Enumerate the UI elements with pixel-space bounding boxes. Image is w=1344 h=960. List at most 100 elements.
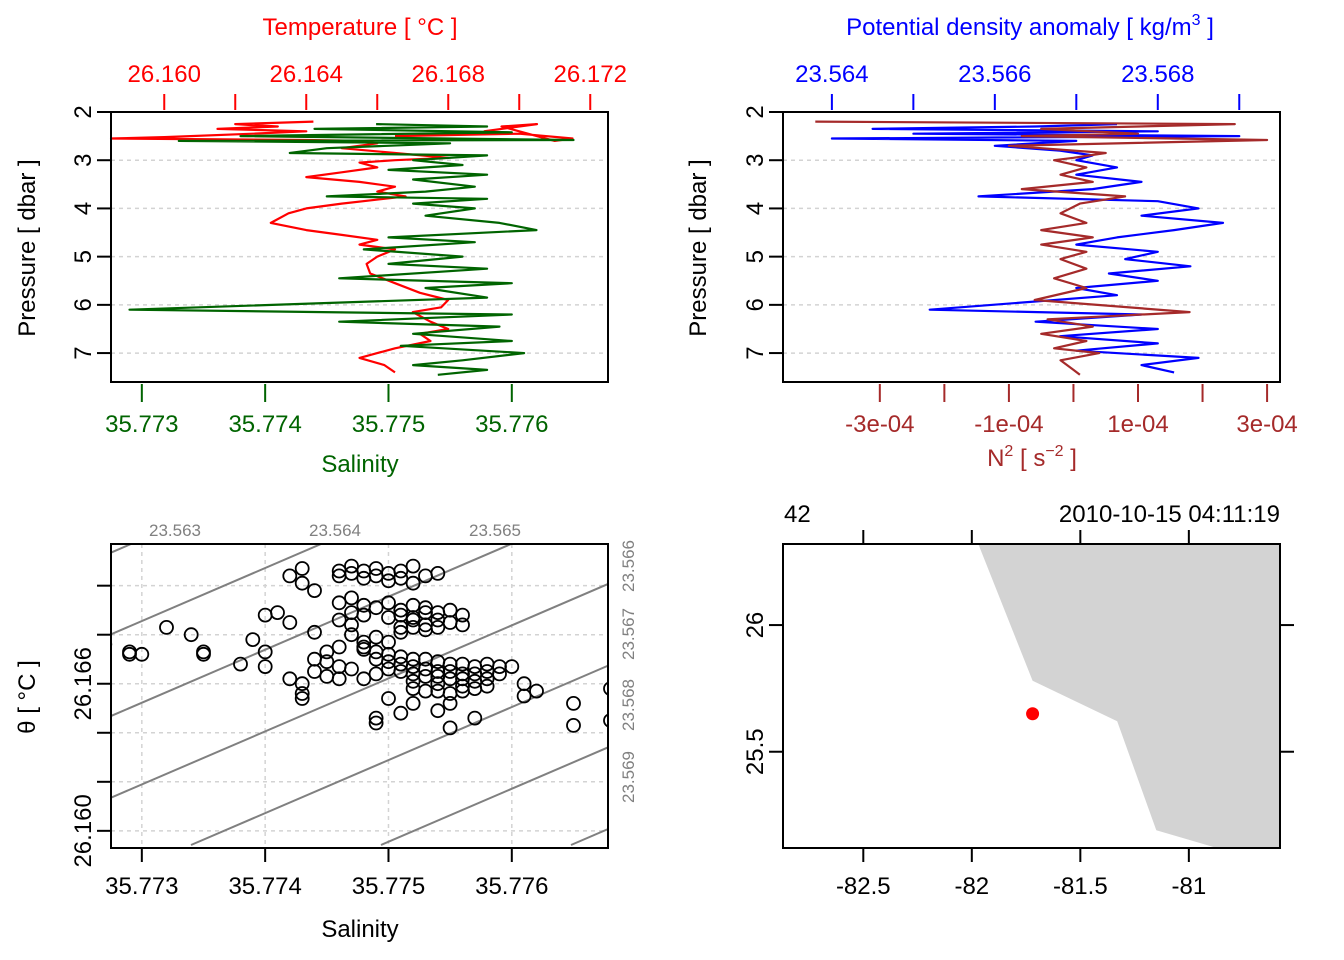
ts-data-point bbox=[368, 568, 384, 584]
n2-axis-title: N2 [ s−2 ] bbox=[987, 443, 1077, 472]
ts-data-point bbox=[307, 664, 322, 679]
ts-data-point bbox=[356, 634, 372, 650]
ts-data-point bbox=[467, 710, 483, 726]
ts-data-point bbox=[294, 561, 310, 576]
ts-data-point bbox=[430, 676, 446, 692]
density-axis-title-main: Potential density anomaly [ kg/m bbox=[846, 14, 1192, 41]
bottom-axis-tick-label: 35.773 bbox=[105, 411, 178, 438]
station-map-panel: 42 2010-10-15 04:11:19 -82.5 -82 -81.5 -81 2… bbox=[742, 501, 1294, 900]
ts-data-point bbox=[344, 566, 359, 581]
ts-data-point bbox=[381, 691, 396, 706]
density-n2-profile-panel: Potential density anomaly [ kg/m3 ] N2 [… bbox=[685, 12, 1298, 472]
bottom-axis-tick-label: 35.774 bbox=[228, 411, 301, 438]
land-polygon bbox=[978, 544, 1280, 848]
pressure-tick-label: 5 bbox=[742, 250, 769, 263]
pressure-tick-label: 7 bbox=[742, 346, 769, 359]
ts-data-point bbox=[368, 666, 384, 682]
ts-data-point bbox=[183, 627, 199, 643]
salinity-line bbox=[128, 123, 575, 376]
ts-data-point bbox=[368, 561, 384, 576]
ts-data-point bbox=[492, 666, 507, 682]
pressure-tick-label: 4 bbox=[742, 202, 769, 215]
top-axis-tick-label: 26.172 bbox=[554, 61, 627, 88]
density-axis-title-end: ] bbox=[1201, 14, 1214, 41]
ts-data-point bbox=[393, 602, 409, 618]
ts-data-point bbox=[479, 671, 495, 687]
ts-data-point bbox=[331, 612, 347, 628]
plot-frame bbox=[782, 543, 1281, 849]
pressure-tick-label: 4 bbox=[70, 202, 97, 215]
n2-axis-title-sup1: 2 bbox=[1004, 443, 1013, 460]
ts-data-point bbox=[442, 696, 458, 711]
ts-data-point bbox=[393, 705, 409, 721]
ts-data-point bbox=[294, 575, 310, 591]
ts-data-point bbox=[529, 683, 544, 699]
ts-data-point bbox=[282, 615, 298, 630]
pressure-tick-label: 3 bbox=[742, 154, 769, 167]
ts-data-point bbox=[405, 575, 421, 591]
latitude-tick-label: 26 bbox=[742, 612, 769, 639]
ts-data-point bbox=[566, 718, 581, 733]
ts-data-point bbox=[159, 620, 174, 635]
plot-frame bbox=[110, 543, 609, 849]
bottom-axis-tick-label: -1e-04 bbox=[974, 411, 1043, 438]
ts-data-point bbox=[405, 673, 421, 689]
ts-data-point bbox=[381, 595, 396, 611]
x-tick-label: 35.775 bbox=[352, 873, 425, 900]
n2-axis-title-sup2: −2 bbox=[1045, 443, 1063, 460]
ts-data-point bbox=[504, 659, 520, 674]
ts-data-point bbox=[307, 624, 322, 640]
n2-axis-title-mid: [ s bbox=[1013, 445, 1045, 472]
ts-data-point bbox=[603, 681, 608, 696]
ts-data-point bbox=[455, 607, 470, 623]
ts-data-point bbox=[603, 713, 608, 728]
y-tick-label: 26.160 bbox=[70, 794, 97, 867]
ts-data-point bbox=[479, 678, 495, 694]
temperature-salinity-profile-panel: Temperature [ °C ] Salinity Pressure [ d… bbox=[14, 14, 627, 478]
ts-data-point bbox=[196, 646, 211, 662]
ts-data-point bbox=[368, 710, 384, 726]
ts-data-point bbox=[356, 671, 372, 687]
pressure-tick-label: 2 bbox=[742, 105, 769, 118]
longitude-tick-label: -81 bbox=[1172, 873, 1207, 900]
isopycnal-right-label: 23.566 bbox=[619, 540, 638, 592]
ts-data-point bbox=[257, 644, 273, 660]
n2-line bbox=[815, 120, 1269, 376]
ts-data-point bbox=[294, 691, 310, 706]
pressure-axis-title: Pressure [ dbar ] bbox=[14, 159, 41, 336]
isopycnal-top-label: 23.564 bbox=[309, 521, 361, 540]
x-tick-label: 35.774 bbox=[228, 873, 301, 900]
plot-frame bbox=[782, 111, 1281, 383]
ts-yaxis-title: θ [ °C ] bbox=[14, 660, 41, 734]
pressure-tick-label: 6 bbox=[742, 298, 769, 311]
ts-diagram-panel: Salinity θ [ °C ] 35.773 35.774 35.775 35.7… bbox=[14, 521, 638, 943]
bottom-axis-tick-label: -3e-04 bbox=[845, 411, 914, 438]
pressure-axis-title: Pressure [ dbar ] bbox=[685, 159, 712, 336]
plot-frame bbox=[110, 111, 609, 383]
ts-data-point bbox=[233, 656, 248, 672]
x-tick-label: 35.773 bbox=[105, 873, 178, 900]
ts-data-point bbox=[430, 703, 446, 719]
ts-data-point bbox=[344, 558, 359, 574]
ts-data-point bbox=[430, 566, 446, 581]
top-axis-tick-label: 23.566 bbox=[958, 61, 1031, 88]
isopycnal-top-label: 23.563 bbox=[149, 521, 201, 540]
ts-data-point bbox=[344, 661, 359, 677]
top-axis-tick-label: 23.564 bbox=[795, 61, 868, 88]
ts-data-point bbox=[368, 600, 384, 616]
ts-data-point bbox=[245, 632, 261, 647]
density-axis-title: Potential density anomaly [ kg/m3 ] bbox=[846, 12, 1214, 41]
ts-data-point bbox=[319, 654, 335, 670]
bottom-axis-tick-label: 3e-04 bbox=[1236, 411, 1297, 438]
station-number-label: 42 bbox=[784, 501, 811, 528]
ts-data-point bbox=[122, 646, 137, 662]
density-axis-title-sup: 3 bbox=[1192, 12, 1201, 29]
bottom-axis-tick-label: 35.775 bbox=[352, 411, 425, 438]
station-time-label: 2010-10-15 04:11:19 bbox=[1059, 501, 1280, 528]
latitude-tick-label: 25.5 bbox=[742, 728, 769, 775]
ts-data-point bbox=[455, 617, 470, 633]
n2-axis-title-end: ] bbox=[1064, 445, 1077, 472]
ts-data-point bbox=[418, 600, 433, 616]
pressure-tick-label: 5 bbox=[70, 250, 97, 263]
bottom-axis-tick-label: 35.776 bbox=[475, 411, 548, 438]
